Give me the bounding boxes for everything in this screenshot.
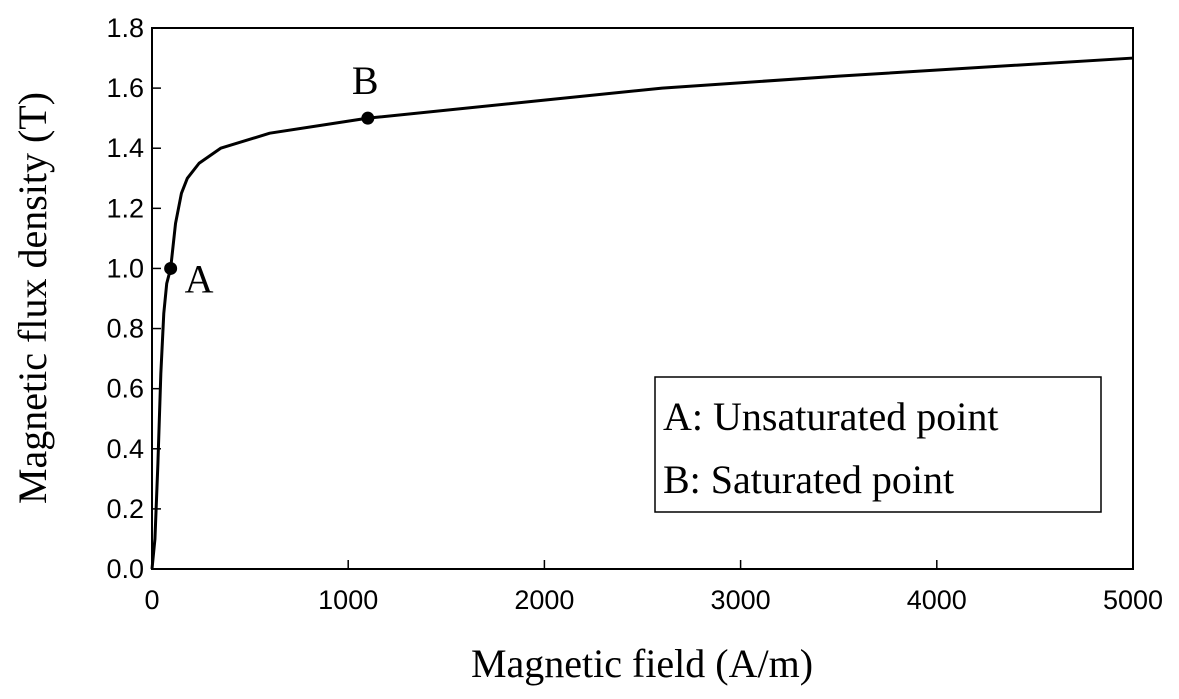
x-tick-label: 3000 (711, 585, 771, 615)
x-tick-label: 2000 (514, 585, 574, 615)
y-tick-label: 1.8 (106, 13, 144, 43)
y-axis-title: Magnetic flux density (T) (10, 92, 55, 504)
legend-entry-a: A: Unsaturated point (663, 394, 999, 439)
x-tick-label: 1000 (318, 585, 378, 615)
y-tick-label: 0.6 (106, 374, 144, 404)
y-tick-label: 1.0 (106, 253, 144, 283)
x-tick-label: 0 (144, 585, 159, 615)
point-a (164, 261, 178, 275)
plot-frame (151, 27, 1134, 570)
y-tick-label: 0.8 (106, 314, 144, 344)
axes: 0 1000 2000 3000 4000 5000 0.0 0.2 0.4 0.6 0.8 1.0 1… (106, 13, 1163, 615)
legend-entry-b: B: Saturated point (663, 457, 954, 502)
point-b (361, 111, 375, 125)
x-tick-label: 4000 (907, 585, 967, 615)
point-label-a: A (185, 256, 214, 301)
legend-box (654, 376, 1102, 513)
y-tick-label: 1.4 (106, 133, 144, 163)
y-tick-label: 0.0 (106, 554, 144, 584)
legend: A: Unsaturated point B: Saturated point (654, 376, 1102, 513)
y-tick-label: 0.4 (106, 434, 144, 464)
point-label-b: B (352, 58, 379, 103)
x-tick-label: 5000 (1103, 585, 1163, 615)
y-tick-label: 1.6 (106, 73, 144, 103)
y-tick-label: 1.2 (106, 193, 144, 223)
x-axis-title: Magnetic field (A/m) (471, 641, 813, 686)
y-tick-label: 0.2 (106, 494, 144, 524)
